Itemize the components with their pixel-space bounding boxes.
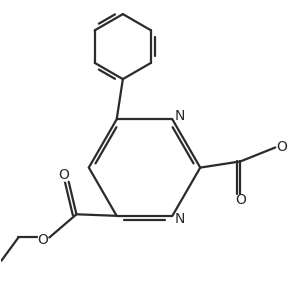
Text: O: O: [276, 140, 287, 154]
Text: N: N: [175, 212, 185, 226]
Text: O: O: [37, 233, 48, 247]
Text: O: O: [235, 193, 246, 207]
Text: O: O: [59, 168, 69, 182]
Text: N: N: [175, 109, 185, 123]
